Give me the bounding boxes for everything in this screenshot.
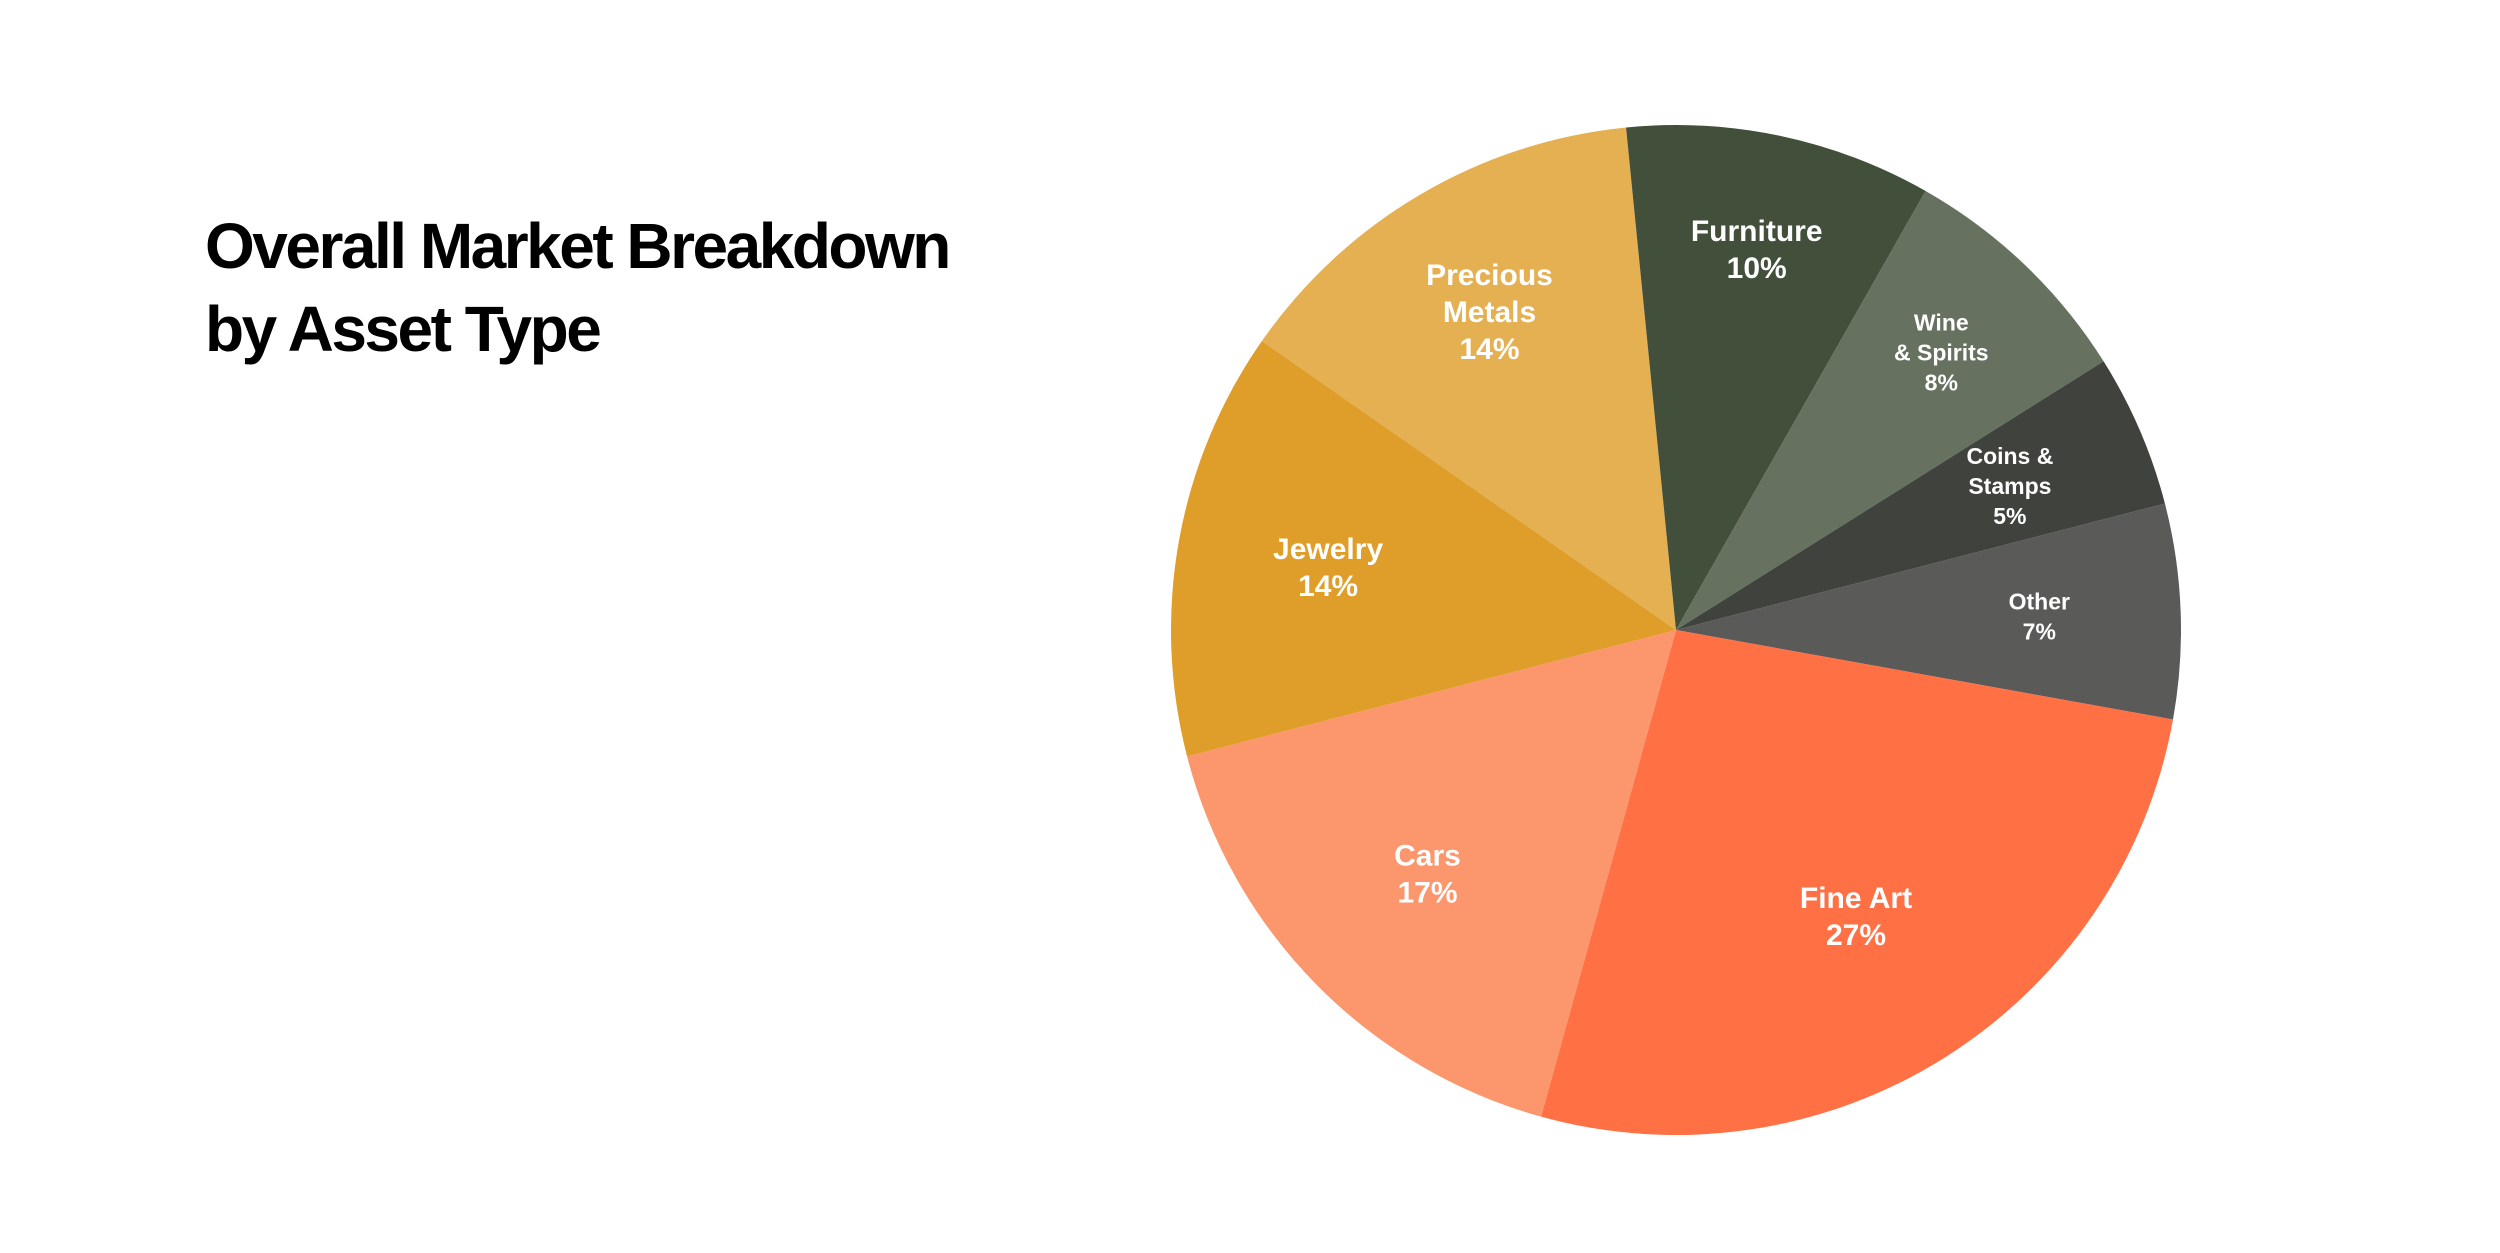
slice-label-jewelry: Jewelry 14% <box>1273 532 1383 602</box>
slice-name-cars: Cars <box>1394 839 1461 872</box>
slice-label-fine-art: Fine Art 27% <box>1800 882 1912 952</box>
pie-slice-coins-stamps <box>1676 361 2165 630</box>
slice-name-precious-metals: Precious <box>1426 259 1553 292</box>
slice-name-coins-stamps: Coins & <box>1966 443 2053 469</box>
pie-slice-wine-spirits <box>1676 190 2104 631</box>
slice-label-coins-stamps: Coins & Stamps 5% <box>1966 443 2053 529</box>
slice-value-cars: 17% <box>1397 876 1457 909</box>
chart-title: Overall Market Breakdown by Asset Type <box>205 205 951 371</box>
chart-title-line-1: Overall Market Breakdown <box>205 210 951 282</box>
chart-title-line-2: by Asset Type <box>205 293 602 365</box>
slice-name-jewelry: Jewelry <box>1273 532 1383 565</box>
slice-value-other: 7% <box>2023 618 2056 644</box>
pie-slice-precious-metals <box>1261 127 1676 630</box>
pie-labels: Jewelry 14% Precious Metals 14% Furniture 10% W… <box>1273 215 2070 952</box>
pie-slice-cars <box>1187 630 1676 1117</box>
slice-label-cars: Cars 17% <box>1394 839 1461 909</box>
pie-slice-fine-art <box>1541 630 2174 1135</box>
slice-label-precious-metals: Precious Metals 14% <box>1426 259 1553 366</box>
slice-value-furniture: 10% <box>1727 252 1787 285</box>
slice-name-coins-stamps: Stamps <box>1968 473 2051 499</box>
slice-name-other: Other <box>2009 588 2070 614</box>
slice-value-fine-art: 27% <box>1826 919 1886 952</box>
slice-name-fine-art: Fine Art <box>1800 882 1912 915</box>
slice-value-jewelry: 14% <box>1298 569 1358 602</box>
slice-label-wine-spirits: Wine & Spirits 8% <box>1894 310 1989 396</box>
slice-value-coins-stamps: 5% <box>1993 503 2026 529</box>
slice-label-other: Other 7% <box>2009 588 2070 644</box>
slice-name-precious-metals: Metals <box>1443 296 1536 329</box>
slice-name-wine-spirits: & Spirits <box>1894 340 1989 366</box>
slice-name-wine-spirits: Wine <box>1914 310 1969 336</box>
pie-slices <box>1171 125 2181 1135</box>
pie-slice-other <box>1676 503 2181 720</box>
slice-value-precious-metals: 14% <box>1459 333 1519 366</box>
pie-slice-furniture <box>1626 125 1926 630</box>
slice-label-furniture: Furniture 10% <box>1691 215 1823 285</box>
slice-value-wine-spirits: 8% <box>1925 370 1958 396</box>
slice-name-furniture: Furniture <box>1691 215 1823 248</box>
pie-slice-jewelry <box>1171 340 1676 757</box>
